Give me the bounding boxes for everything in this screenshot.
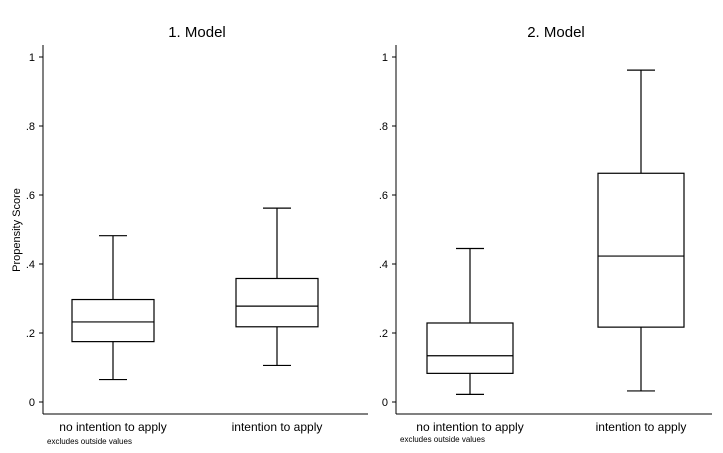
panel-2-y-tick-label: 0 bbox=[382, 397, 388, 409]
panel-2-y-tick-label: .2 bbox=[379, 328, 388, 340]
panel-1-box-1-category-label: no intention to apply bbox=[59, 420, 166, 434]
panel-1-box-2-iqr-box bbox=[235, 277, 319, 328]
panel-2-y-tick-label: 1 bbox=[382, 52, 388, 64]
panel-1-y-tick-label: .8 bbox=[26, 121, 35, 133]
panel-1-y-tick-label: .4 bbox=[26, 259, 35, 271]
panel-2-y-tick-label: .8 bbox=[379, 121, 388, 133]
panel-2-box-2-category-label: intention to apply bbox=[596, 420, 687, 434]
outside-values-note: excludes outside values bbox=[47, 437, 132, 446]
panel-1-y-tick-label: 1 bbox=[29, 52, 35, 64]
panel-2-box-2-iqr-box bbox=[597, 172, 685, 328]
panel-1-y-tick-label: .2 bbox=[26, 328, 35, 340]
panel-2-y-tick-label: .4 bbox=[379, 259, 388, 271]
panel-1-y-tick-label: .6 bbox=[26, 190, 35, 202]
panel-1-box-1-iqr-box bbox=[71, 298, 155, 343]
panel-2-y-tick-label: .6 bbox=[379, 190, 388, 202]
panel-1-y-tick-label: 0 bbox=[29, 397, 35, 409]
y-axis-title: Propensity Score bbox=[11, 188, 23, 272]
outside-values-note-2: excludes outside values bbox=[400, 435, 485, 444]
panel-2-box-1-iqr-box bbox=[426, 322, 514, 374]
panel-1-title: 1. Model bbox=[168, 24, 226, 41]
panel-2-box-1-category-label: no intention to apply bbox=[416, 420, 523, 434]
panel-1-box-2-category-label: intention to apply bbox=[232, 420, 323, 434]
panel-2-title: 2. Model bbox=[527, 24, 585, 41]
